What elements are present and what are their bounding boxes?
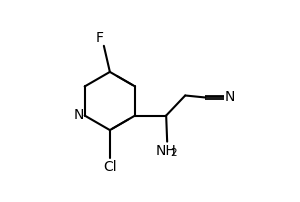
Text: NH: NH xyxy=(156,144,176,158)
Text: F: F xyxy=(95,31,104,45)
Text: 2: 2 xyxy=(170,148,177,158)
Text: N: N xyxy=(225,90,235,104)
Text: Cl: Cl xyxy=(103,160,117,174)
Text: N: N xyxy=(74,107,85,122)
